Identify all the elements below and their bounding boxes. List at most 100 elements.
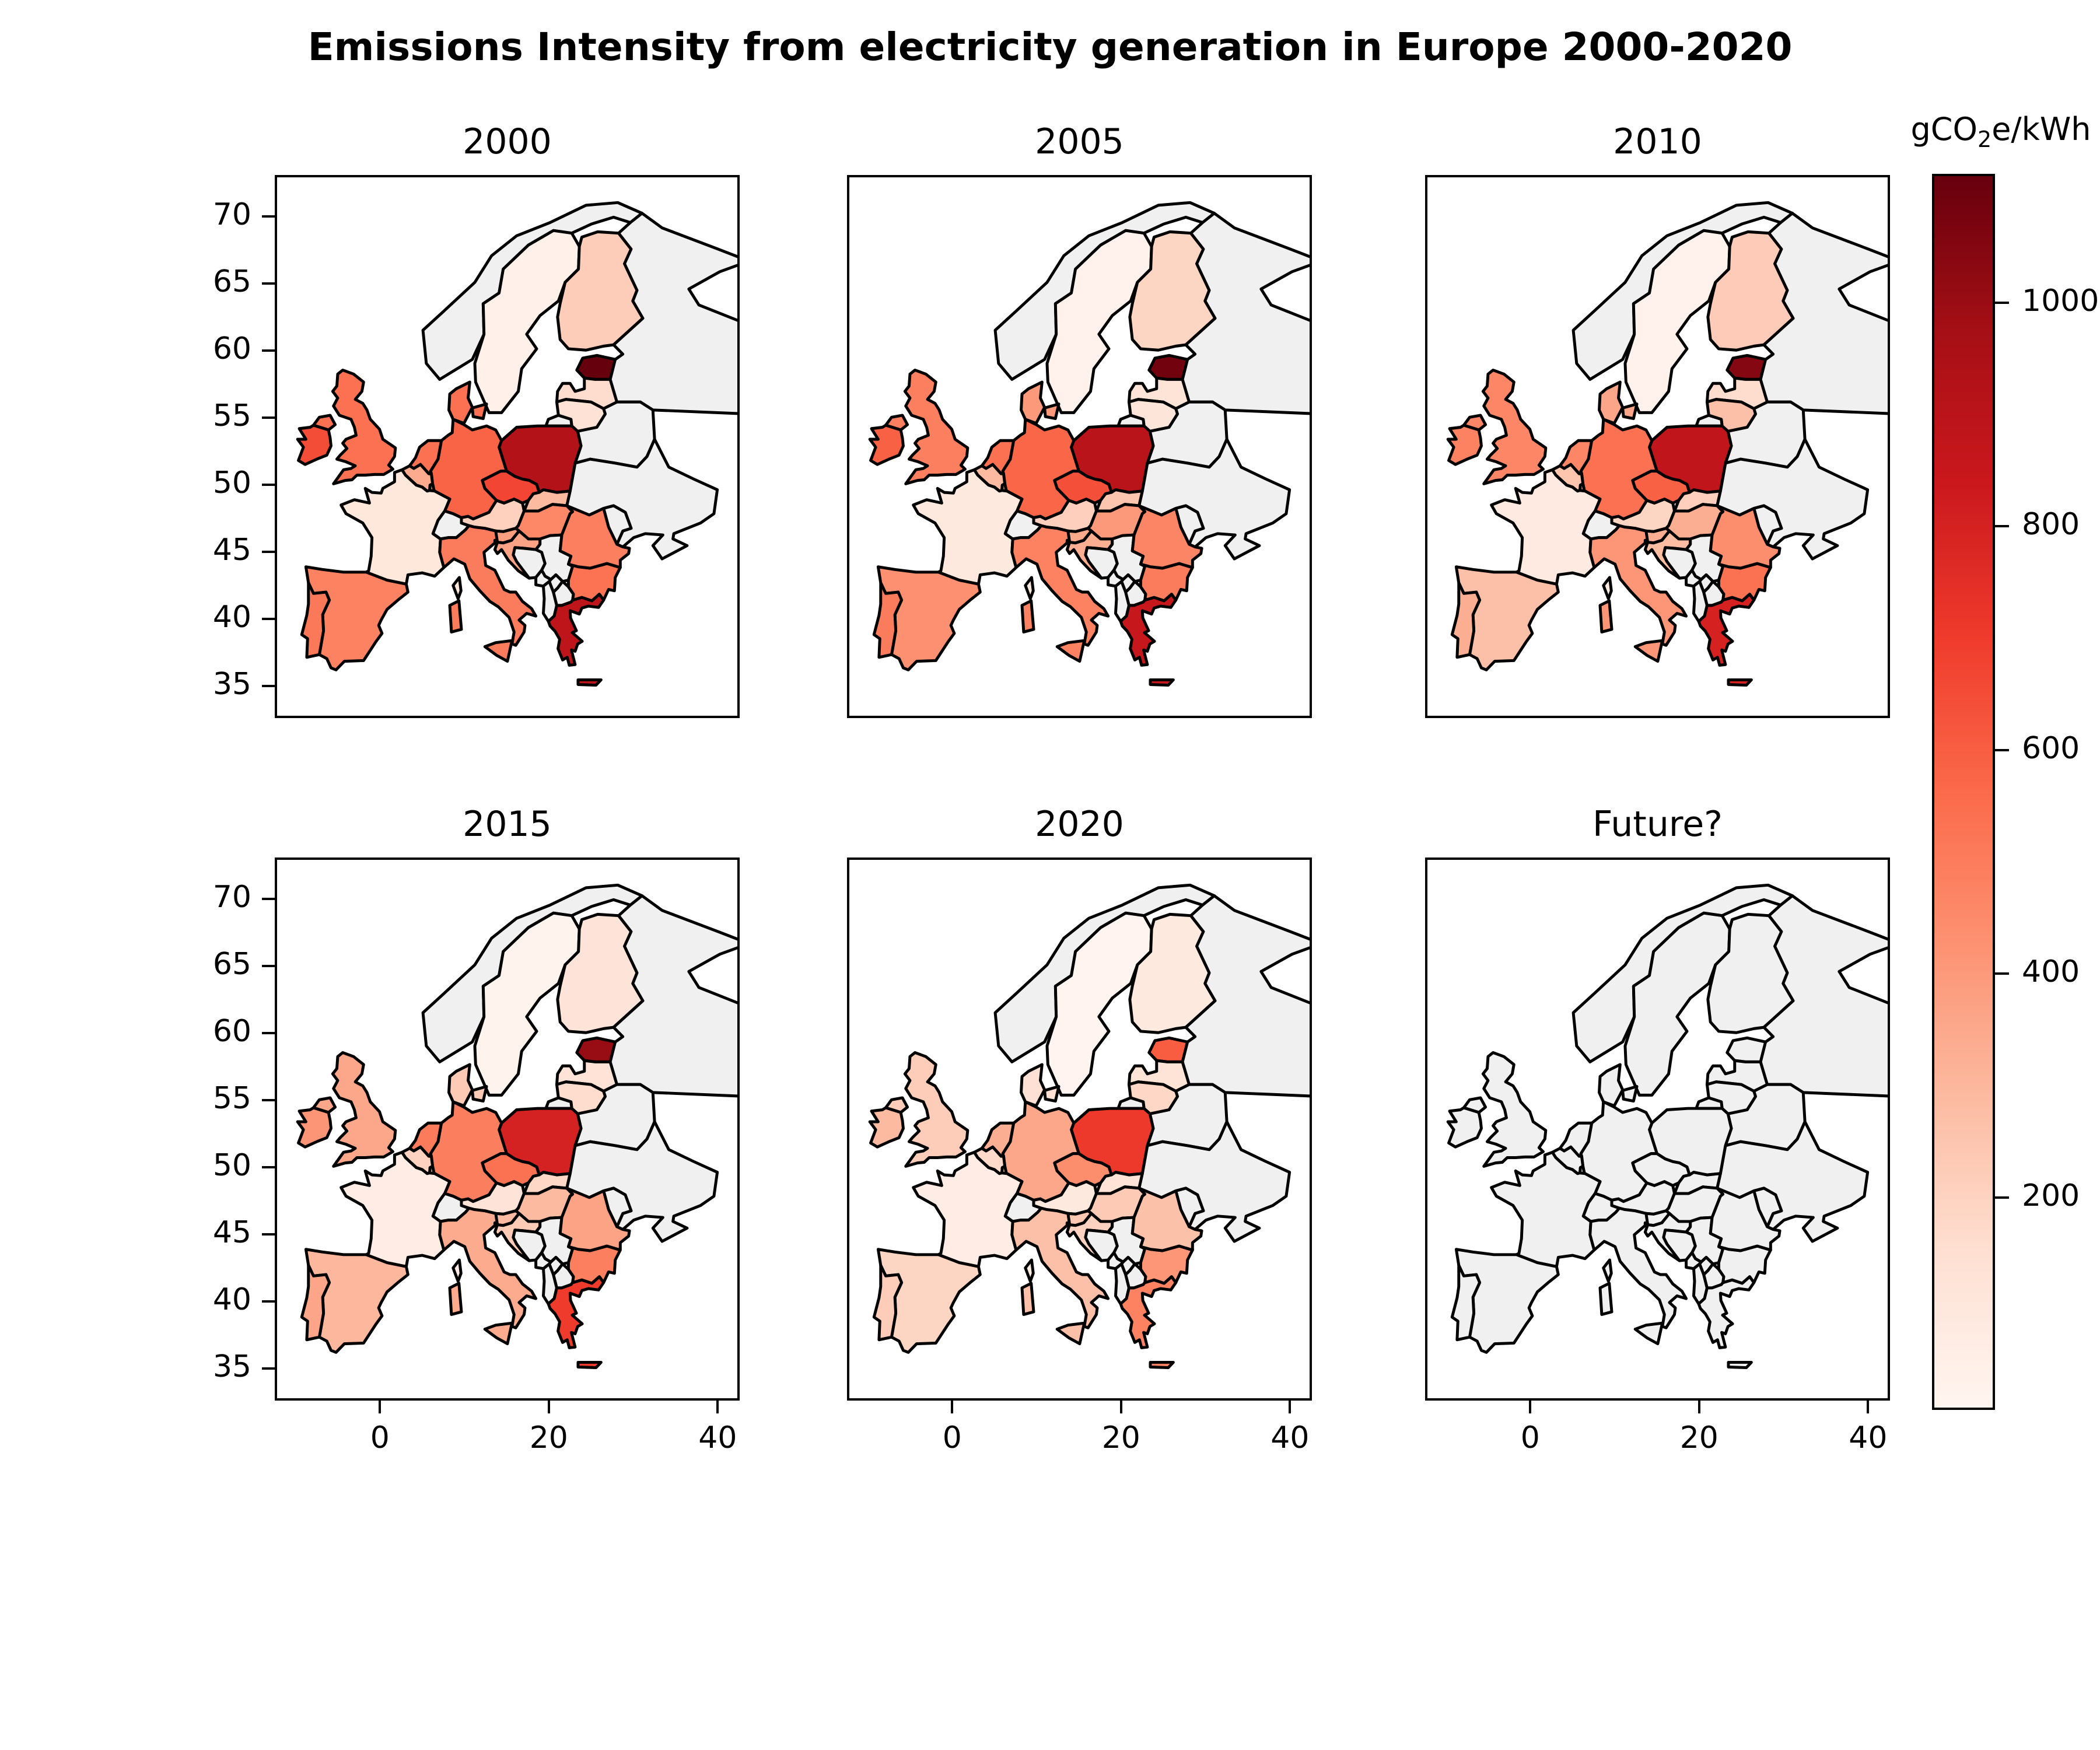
country-france — [1024, 576, 1035, 600]
y-tick-mark — [262, 416, 275, 419]
country-greece — [1727, 678, 1753, 687]
y-tick-label: 35 — [212, 1349, 251, 1384]
country-greece — [1149, 678, 1175, 687]
map-2015 — [296, 883, 737, 1370]
country-united-kingdom — [903, 1051, 970, 1168]
colorbar-label: gCO2e/kWh — [1890, 111, 2100, 152]
subplot-2015 — [275, 858, 740, 1401]
country-france — [1024, 1258, 1035, 1283]
country-denmark — [1043, 1085, 1060, 1103]
y-tick-mark — [262, 1233, 275, 1236]
y-tick-label: 60 — [212, 331, 251, 367]
country-sweden — [1623, 229, 1731, 414]
figure-title: Emissions Intensity from electricity gen… — [307, 24, 1793, 69]
y-tick-mark — [262, 684, 275, 687]
country-italy — [1598, 1282, 1614, 1316]
colorbar-tick-label: 200 — [2022, 1178, 2080, 1213]
country-russia — [1759, 212, 1888, 415]
y-tick-label: 40 — [212, 599, 251, 635]
country-denmark — [447, 1063, 474, 1108]
map-2020 — [868, 883, 1310, 1370]
subplot-2000 — [275, 175, 740, 718]
country-estonia — [575, 354, 617, 381]
y-tick-mark — [262, 1032, 275, 1035]
country-russia — [544, 1096, 573, 1110]
country-denmark — [1621, 1085, 1639, 1103]
country-greece — [1149, 1360, 1175, 1370]
country-portugal — [872, 581, 904, 659]
country-portugal — [1450, 581, 1482, 659]
x-tick-mark — [1867, 1401, 1870, 1413]
country-italy — [1588, 1206, 1688, 1329]
country-russia — [608, 212, 737, 415]
country-greece — [1119, 1275, 1178, 1349]
subplot-title-2010: 2010 — [1613, 121, 1702, 162]
y-tick-label: 65 — [212, 264, 251, 300]
country-romania — [558, 504, 631, 570]
colorbar-label-prefix: gCO — [1910, 111, 1978, 148]
country-greece — [576, 678, 603, 687]
country-romania — [1130, 1186, 1203, 1252]
x-tick-label: 0 — [1520, 1420, 1540, 1455]
country-russia — [1181, 894, 1310, 1098]
map-2010 — [1446, 201, 1888, 687]
country-denmark — [447, 380, 474, 425]
x-tick-label: 20 — [1679, 1420, 1718, 1455]
y-tick-mark — [262, 1300, 275, 1303]
country-united-kingdom — [331, 1051, 397, 1168]
x-tick-label: 0 — [370, 1420, 390, 1455]
x-tick-label: 40 — [1849, 1420, 1888, 1455]
y-tick-label: 55 — [212, 1081, 251, 1116]
y-tick-mark — [262, 282, 275, 285]
country-denmark — [471, 1085, 488, 1103]
country-denmark — [1020, 1063, 1046, 1108]
country-russia — [1759, 894, 1888, 1098]
country-romania — [1130, 504, 1203, 570]
country-italy — [1055, 639, 1086, 663]
country-bulgaria — [566, 562, 622, 603]
country-ireland — [868, 424, 905, 466]
country-estonia — [1147, 354, 1189, 381]
country-ireland — [1446, 1106, 1483, 1149]
country-denmark — [1043, 402, 1060, 421]
colorbar-label-suffix: e/kWh — [1992, 111, 2091, 148]
y-tick-mark — [262, 617, 275, 620]
country-portugal — [300, 1264, 331, 1342]
y-tick-mark — [262, 965, 275, 968]
country-united-kingdom — [1481, 368, 1548, 485]
y-tick-label: 45 — [212, 532, 251, 568]
y-tick-mark — [262, 1166, 275, 1168]
country-italy — [483, 1321, 514, 1346]
colorbar-label-sub: 2 — [1978, 126, 1992, 152]
country-sweden — [1045, 229, 1153, 414]
country-italy — [1010, 1206, 1110, 1329]
x-tick-label: 40 — [698, 1420, 737, 1455]
x-tick-mark — [1119, 1401, 1122, 1413]
country-italy — [1588, 524, 1688, 647]
country-denmark — [471, 402, 488, 421]
country-russia — [608, 894, 737, 1098]
country-russia — [1116, 1096, 1146, 1110]
country-estonia — [1147, 1036, 1189, 1063]
y-tick-label: 40 — [212, 1282, 251, 1317]
x-tick-label: 0 — [942, 1420, 962, 1455]
country-denmark — [1020, 380, 1046, 425]
country-italy — [1055, 1321, 1086, 1346]
country-ireland — [296, 424, 332, 466]
subplot-future- — [1425, 858, 1890, 1401]
colorbar-tick-mark — [1995, 748, 2009, 751]
country-bulgaria — [1717, 562, 1772, 603]
subplot-2005 — [847, 175, 1312, 718]
country-greece — [547, 1275, 606, 1349]
country-sweden — [473, 229, 581, 414]
country-italy — [1020, 1282, 1035, 1316]
y-tick-label: 45 — [212, 1214, 251, 1250]
x-tick-mark — [716, 1401, 719, 1413]
country-estonia — [575, 1036, 617, 1063]
subplot-title-future-: Future? — [1592, 804, 1723, 845]
x-tick-mark — [379, 1401, 382, 1413]
y-tick-label: 35 — [212, 666, 251, 702]
country-russia — [1695, 1096, 1724, 1110]
y-tick-mark — [262, 484, 275, 486]
